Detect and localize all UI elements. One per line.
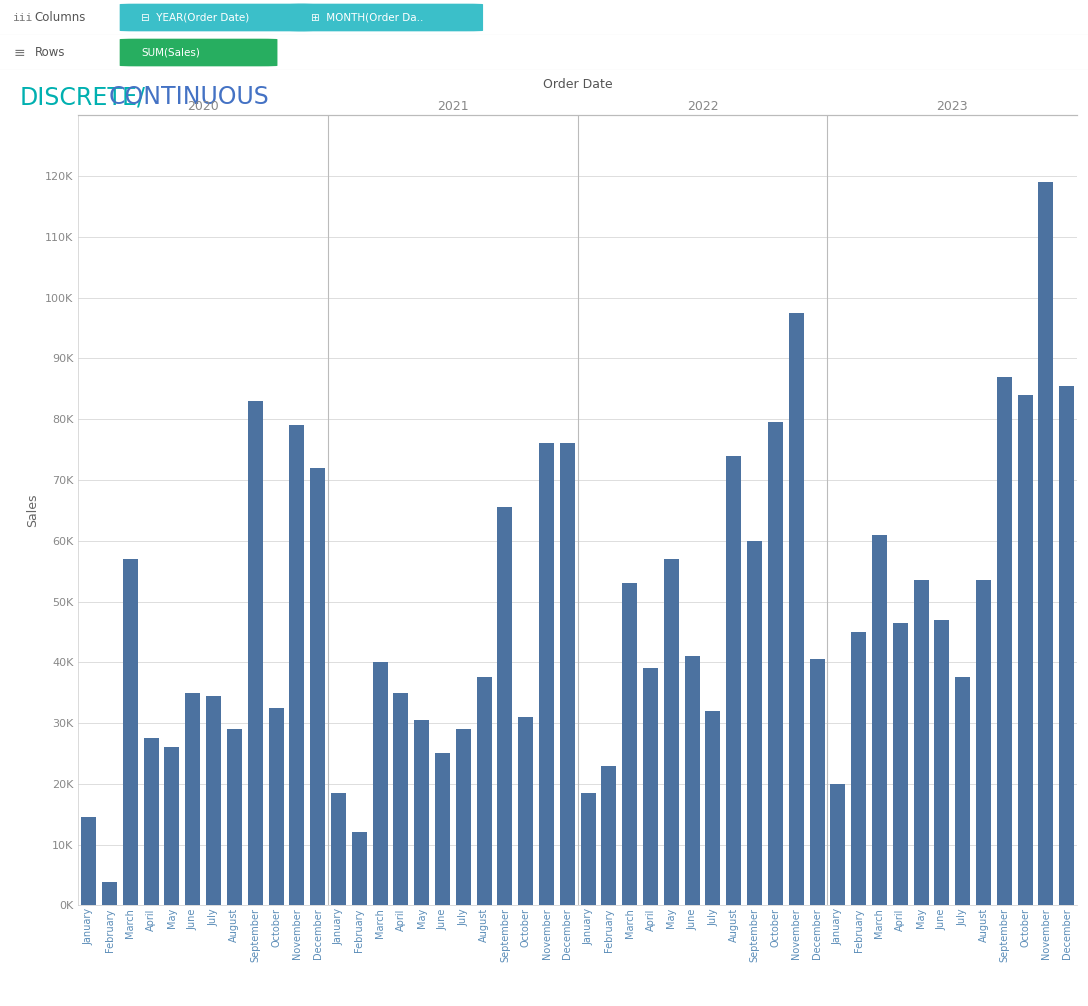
Bar [955,677,970,905]
Bar [871,534,887,905]
Bar [227,729,242,905]
Bar [310,468,325,905]
Bar [684,656,700,905]
Bar [102,882,118,905]
Bar [727,456,741,905]
Bar [144,738,159,905]
Bar [664,559,679,905]
Text: SUM(Sales): SUM(Sales) [141,47,200,57]
Bar [331,793,346,905]
Bar [976,580,991,905]
Bar [809,659,825,905]
Bar [372,662,387,905]
Bar [185,693,200,905]
Title: Order Date: Order Date [543,77,613,91]
Text: ⊞  MONTH(Order Da..: ⊞ MONTH(Order Da.. [311,12,423,22]
Bar [768,423,783,905]
FancyBboxPatch shape [120,4,313,31]
Bar [789,313,804,905]
FancyBboxPatch shape [289,4,483,31]
Bar [269,708,284,905]
Bar [518,717,533,905]
Text: iii: iii [13,12,34,22]
Bar [643,668,658,905]
Bar [123,559,138,905]
Bar [206,696,221,905]
Bar [851,632,866,905]
Bar [893,623,907,905]
Bar [914,580,928,905]
Bar [1038,182,1053,905]
Text: ≡: ≡ [13,45,25,59]
Bar [394,693,408,905]
Bar [415,720,429,905]
Y-axis label: Sales: Sales [26,494,39,527]
Bar [935,620,950,905]
Text: CONTINUOUS: CONTINUOUS [109,86,270,110]
Bar [456,729,471,905]
Bar [747,541,762,905]
Bar [560,444,574,905]
Bar [830,784,845,905]
Bar [248,401,262,905]
Bar [1060,385,1074,905]
Bar [602,766,617,905]
Bar [477,677,492,905]
Bar [289,426,305,905]
Bar [82,817,96,905]
Text: DISCRETE/: DISCRETE/ [20,86,146,110]
Bar [539,444,554,905]
FancyBboxPatch shape [120,38,277,66]
Bar [622,583,638,905]
Bar [1017,395,1033,905]
Bar [497,507,512,905]
Text: Columns: Columns [35,11,86,24]
Text: Rows: Rows [35,46,65,59]
Bar [351,833,367,905]
Bar [435,753,450,905]
Bar [705,711,720,905]
Bar [164,747,180,905]
Bar [997,376,1012,905]
Text: ⊟  YEAR(Order Date): ⊟ YEAR(Order Date) [141,12,249,22]
Bar [581,793,595,905]
